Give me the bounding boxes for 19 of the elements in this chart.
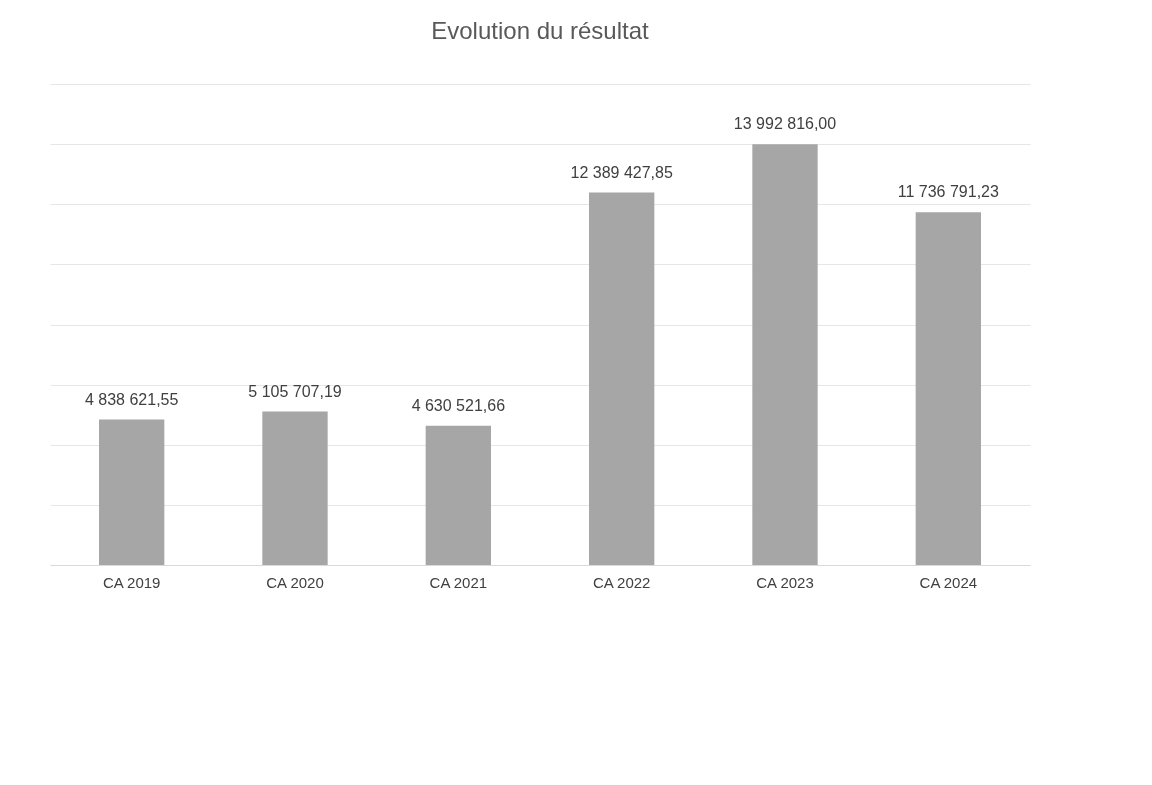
x-tick-label: CA 2024 <box>919 573 978 591</box>
data-label: 5 105 707,19 <box>248 382 342 400</box>
data-label: 12 389 427,85 <box>570 163 673 181</box>
bar <box>262 411 328 565</box>
x-tick-label: CA 2019 <box>102 573 161 591</box>
x-tick-label: CA 2022 <box>592 573 651 591</box>
bar <box>589 192 655 565</box>
bar <box>915 212 981 565</box>
data-label: 13 992 816,00 <box>733 115 837 133</box>
x-tick-label: CA 2023 <box>756 573 814 591</box>
data-label: 11 736 791,23 <box>897 183 999 201</box>
data-label: 4 838 621,55 <box>84 390 179 408</box>
x-tick-label: CA 2021 <box>429 573 488 591</box>
x-tick-label: CA 2020 <box>266 573 324 591</box>
bar <box>425 425 491 565</box>
bar <box>752 144 818 565</box>
chart-title: Evolution du résultat <box>431 17 650 44</box>
data-label: 4 630 521,66 <box>411 396 506 414</box>
bar <box>99 419 165 565</box>
